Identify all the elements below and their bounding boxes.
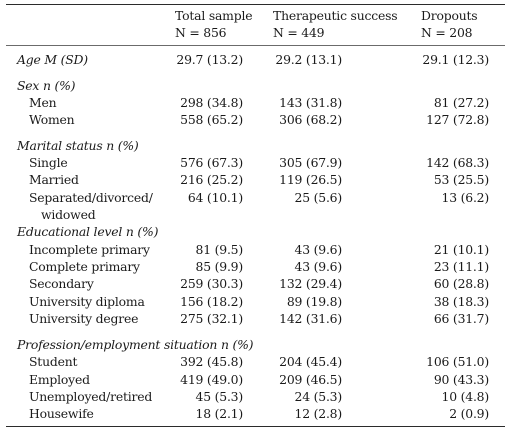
table-row: widowed bbox=[0, 206, 511, 223]
cell-c2: 24 (5.3) bbox=[294, 389, 343, 404]
cell-c1: 85 (9.9) bbox=[195, 259, 244, 274]
cell-c2: 143 (31.8) bbox=[279, 95, 342, 110]
cell-c2: 12 (2.8) bbox=[294, 406, 343, 421]
cell-c3: 2 (0.9) bbox=[449, 406, 489, 421]
header-total-sample: Total sample bbox=[175, 8, 253, 23]
table-row: University degree 275 (32.1) 142 (31.6) 66 … bbox=[0, 310, 511, 327]
row-label: Men bbox=[29, 95, 57, 110]
header-rule bbox=[6, 45, 505, 46]
cell-c2: 142 (31.6) bbox=[279, 311, 342, 326]
table-row: Complete primary 85 (9.9) 43 (9.6) 23 (11.1… bbox=[0, 258, 511, 275]
header-dropouts-n: N = 208 bbox=[421, 25, 473, 40]
cell-c1: 216 (25.2) bbox=[180, 172, 243, 187]
bottom-rule bbox=[6, 426, 505, 427]
table-row: Housewife 18 (2.1) 12 (2.8) 2 (0.9) bbox=[0, 405, 511, 422]
table-row: University diploma 156 (18.2) 89 (19.8) 38 … bbox=[0, 293, 511, 310]
table-row: Incomplete primary 81 (9.5) 43 (9.6) 21 (10… bbox=[0, 241, 511, 258]
header-total-n: N = 856 bbox=[175, 25, 227, 40]
cell-c3: 81 (27.2) bbox=[433, 95, 489, 110]
section-label: Sex n (%) bbox=[17, 78, 76, 93]
row-label: Women bbox=[29, 112, 75, 127]
cell-c1: 18 (2.1) bbox=[195, 406, 244, 421]
cell-c1: 81 (9.5) bbox=[195, 242, 244, 257]
cell-c1: 29.7 (13.2) bbox=[176, 52, 243, 67]
row-label: widowed bbox=[41, 207, 96, 222]
cell-c2: 119 (26.5) bbox=[279, 172, 342, 187]
top-rule bbox=[6, 4, 505, 5]
table-row: Women 558 (65.2) 306 (68.2) 127 (72.8) bbox=[0, 111, 511, 128]
header-success-n: N = 449 bbox=[273, 25, 325, 40]
cell-c3: 106 (51.0) bbox=[426, 354, 489, 369]
row-label: Single bbox=[29, 155, 68, 170]
cell-c1: 392 (45.8) bbox=[180, 354, 243, 369]
cell-c2: 89 (19.8) bbox=[286, 294, 342, 309]
cell-c2: 132 (29.4) bbox=[279, 276, 342, 291]
row-label: Secondary bbox=[29, 276, 94, 291]
cell-c1: 419 (49.0) bbox=[180, 372, 243, 387]
header-row: Total sample Therapeutic success Dropout… bbox=[0, 7, 511, 24]
cell-c2: 305 (67.9) bbox=[279, 155, 342, 170]
table-row: Single 576 (67.3) 305 (67.9) 142 (68.3) bbox=[0, 154, 511, 171]
cell-c3: 38 (18.3) bbox=[433, 294, 489, 309]
section-label: Profession/employment situation n (%) bbox=[17, 337, 254, 352]
row-label: Housewife bbox=[29, 406, 94, 421]
section-label: Age M (SD) bbox=[17, 52, 88, 67]
row-label: Unemployed/retired bbox=[29, 389, 153, 404]
row-label: University degree bbox=[29, 311, 139, 326]
section-row: Educational level n (%) bbox=[0, 223, 511, 240]
cell-c3: 21 (10.1) bbox=[433, 242, 489, 257]
cell-c3: 66 (31.7) bbox=[433, 311, 489, 326]
header-dropouts: Dropouts bbox=[421, 8, 478, 23]
cell-c1: 298 (34.8) bbox=[180, 95, 243, 110]
table-row: Separated/divorced/64 (10.1) 25 (5.6) 13 (… bbox=[0, 189, 511, 206]
section-label: Marital status n (%) bbox=[17, 138, 139, 153]
cell-c1: 558 (65.2) bbox=[180, 112, 243, 127]
row-label: Complete primary bbox=[29, 259, 140, 274]
cell-c3: 29.1 (12.3) bbox=[422, 52, 489, 67]
row-label: Married bbox=[29, 172, 79, 187]
table-row: Student 392 (45.8) 204 (45.4) 106 (51.0) bbox=[0, 353, 511, 370]
cell-c3: 90 (43.3) bbox=[433, 372, 489, 387]
cell-c3: 142 (68.3) bbox=[426, 155, 489, 170]
table-row: Employed 419 (49.0) 209 (46.5) 90 (43.3) bbox=[0, 371, 511, 388]
table-row: Secondary 259 (30.3) 132 (29.4) 60 (28.8) bbox=[0, 275, 511, 292]
cell-c1: 275 (32.1) bbox=[180, 311, 243, 326]
cell-c3: 53 (25.5) bbox=[433, 172, 489, 187]
cell-c2: 29.2 (13.1) bbox=[275, 52, 342, 67]
cell-c2: 209 (46.5) bbox=[279, 372, 342, 387]
cell-c1: 45 (5.3) bbox=[195, 389, 244, 404]
header-n-row: N = 856 N = 449 N = 208 bbox=[0, 24, 511, 41]
row-label: University diploma bbox=[29, 294, 145, 309]
cell-c3: 23 (11.1) bbox=[433, 259, 489, 274]
section-row: Age M (SD) 29.7 (13.2) 29.2 (13.1) 29.1 (12… bbox=[0, 51, 511, 68]
row-label: Employed bbox=[29, 372, 90, 387]
cell-c3: 10 (4.8) bbox=[441, 389, 490, 404]
cell-c1: 156 (18.2) bbox=[180, 294, 243, 309]
row-label: Incomplete primary bbox=[29, 242, 150, 257]
header-therapeutic-success: Therapeutic success bbox=[273, 8, 398, 23]
cell-c1: 259 (30.3) bbox=[180, 276, 243, 291]
section-row: Marital status n (%) bbox=[0, 137, 511, 154]
section-row: Sex n (%) bbox=[0, 77, 511, 94]
cell-c1: 64 (10.1) bbox=[187, 190, 243, 205]
table-row: Men 298 (34.8) 143 (31.8) 81 (27.2) bbox=[0, 94, 511, 111]
cell-c3: 13 (6.2) bbox=[441, 190, 490, 205]
cell-c2: 43 (9.6) bbox=[294, 242, 343, 257]
section-label: Educational level n (%) bbox=[17, 224, 159, 239]
table-row: Married 216 (25.2) 119 (26.5) 53 (25.5) bbox=[0, 171, 511, 188]
table-row: Unemployed/retired 45 (5.3) 24 (5.3) 10 (4.… bbox=[0, 388, 511, 405]
cell-c2: 25 (5.6) bbox=[294, 190, 343, 205]
cell-c3: 60 (28.8) bbox=[433, 276, 489, 291]
cell-c2: 204 (45.4) bbox=[279, 354, 342, 369]
row-label: Separated/divorced/ bbox=[29, 190, 153, 205]
row-label: Student bbox=[29, 354, 78, 369]
cell-c2: 306 (68.2) bbox=[279, 112, 342, 127]
cell-c3: 127 (72.8) bbox=[426, 112, 489, 127]
cell-c2: 43 (9.6) bbox=[294, 259, 343, 274]
cell-c1: 576 (67.3) bbox=[180, 155, 243, 170]
section-row: Profession/employment situation n (%) bbox=[0, 336, 511, 353]
